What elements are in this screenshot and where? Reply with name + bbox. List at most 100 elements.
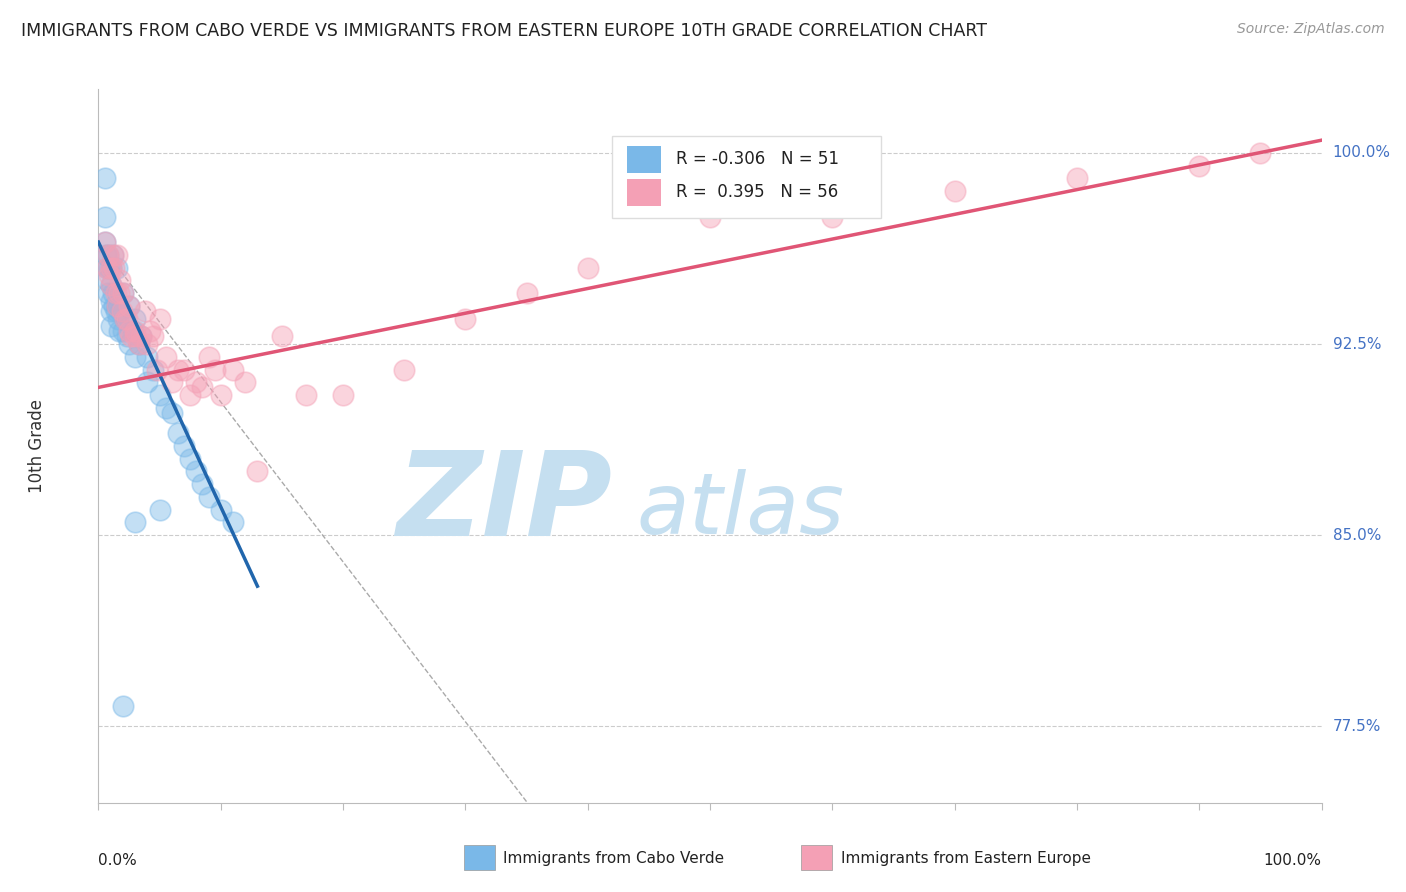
Point	[118, 299, 141, 313]
Point	[233, 376, 256, 390]
Text: 85.0%: 85.0%	[1333, 528, 1381, 542]
Point	[204, 362, 226, 376]
Point	[100, 260, 122, 275]
Point	[515, 286, 537, 301]
Point	[124, 311, 146, 326]
Text: Immigrants from Cabo Verde: Immigrants from Cabo Verde	[503, 852, 724, 866]
Point	[149, 311, 172, 326]
Point	[146, 362, 169, 376]
Text: atlas: atlas	[637, 468, 845, 552]
Text: IMMIGRANTS FROM CABO VERDE VS IMMIGRANTS FROM EASTERN EUROPE 10TH GRADE CORRELAT: IMMIGRANTS FROM CABO VERDE VS IMMIGRANTS…	[21, 22, 987, 40]
Point	[96, 260, 118, 275]
Point	[114, 311, 136, 326]
Point	[107, 311, 129, 326]
Point	[105, 248, 128, 262]
Point	[128, 337, 150, 351]
Point	[246, 465, 269, 479]
Point	[101, 248, 124, 262]
Point	[222, 516, 245, 530]
Point	[103, 299, 125, 313]
Point	[100, 278, 122, 293]
Point	[115, 329, 138, 343]
Point	[136, 376, 159, 390]
Point	[101, 286, 124, 301]
Point	[821, 210, 844, 224]
Point	[118, 337, 141, 351]
Text: R =  0.395   N = 56: R = 0.395 N = 56	[676, 183, 838, 201]
Point	[155, 401, 177, 415]
Point	[93, 235, 115, 249]
Point	[111, 698, 134, 713]
Point	[197, 490, 219, 504]
Point	[699, 210, 721, 224]
Point	[173, 439, 195, 453]
Point	[100, 304, 122, 318]
Point	[108, 286, 131, 301]
Point	[97, 248, 120, 262]
Point	[167, 426, 190, 441]
Point	[167, 362, 190, 376]
Point	[149, 502, 172, 516]
Point	[111, 286, 134, 301]
Point	[100, 278, 122, 293]
Point	[101, 248, 124, 262]
Point	[110, 273, 132, 287]
Point	[136, 337, 159, 351]
Point	[97, 286, 120, 301]
Point	[173, 362, 195, 376]
Point	[332, 388, 354, 402]
Text: Source: ZipAtlas.com: Source: ZipAtlas.com	[1237, 22, 1385, 37]
Point	[98, 268, 121, 283]
Point	[100, 293, 122, 308]
Point	[1188, 159, 1211, 173]
Point	[155, 350, 177, 364]
Point	[160, 406, 183, 420]
Point	[295, 388, 318, 402]
Point	[124, 516, 146, 530]
Point	[115, 311, 138, 326]
Point	[576, 260, 599, 275]
Point	[124, 329, 146, 343]
Point	[94, 248, 117, 262]
Point	[97, 248, 120, 262]
Point	[142, 362, 165, 376]
Point	[129, 329, 152, 343]
Text: 100.0%: 100.0%	[1333, 145, 1391, 161]
Point	[149, 388, 172, 402]
Text: 92.5%: 92.5%	[1333, 336, 1381, 351]
Text: R = -0.306   N = 51: R = -0.306 N = 51	[676, 150, 839, 168]
Bar	[627, 179, 661, 206]
Point	[186, 376, 208, 390]
Point	[96, 260, 118, 275]
Point	[93, 235, 115, 249]
Point	[118, 299, 141, 313]
Point	[120, 329, 142, 343]
Point	[124, 324, 146, 338]
Point	[160, 376, 183, 390]
Point	[134, 304, 156, 318]
Point	[179, 451, 201, 466]
Point	[1066, 171, 1088, 186]
Point	[392, 362, 416, 376]
Point	[454, 311, 477, 326]
Point	[222, 362, 245, 376]
Text: 10th Grade: 10th Grade	[28, 399, 46, 493]
Point	[191, 380, 214, 394]
Text: 77.5%: 77.5%	[1333, 719, 1381, 734]
Point	[118, 324, 141, 338]
Point	[186, 465, 208, 479]
Point	[111, 286, 134, 301]
Point	[93, 210, 115, 224]
Point	[209, 388, 232, 402]
Text: 0.0%: 0.0%	[98, 853, 138, 868]
Point	[114, 311, 136, 326]
Bar	[627, 146, 661, 173]
Point	[111, 324, 134, 338]
Point	[104, 286, 127, 301]
Point	[139, 324, 162, 338]
Point	[121, 324, 143, 338]
Point	[105, 299, 128, 313]
Point	[129, 329, 152, 343]
Point	[1249, 145, 1271, 160]
Point	[191, 477, 214, 491]
